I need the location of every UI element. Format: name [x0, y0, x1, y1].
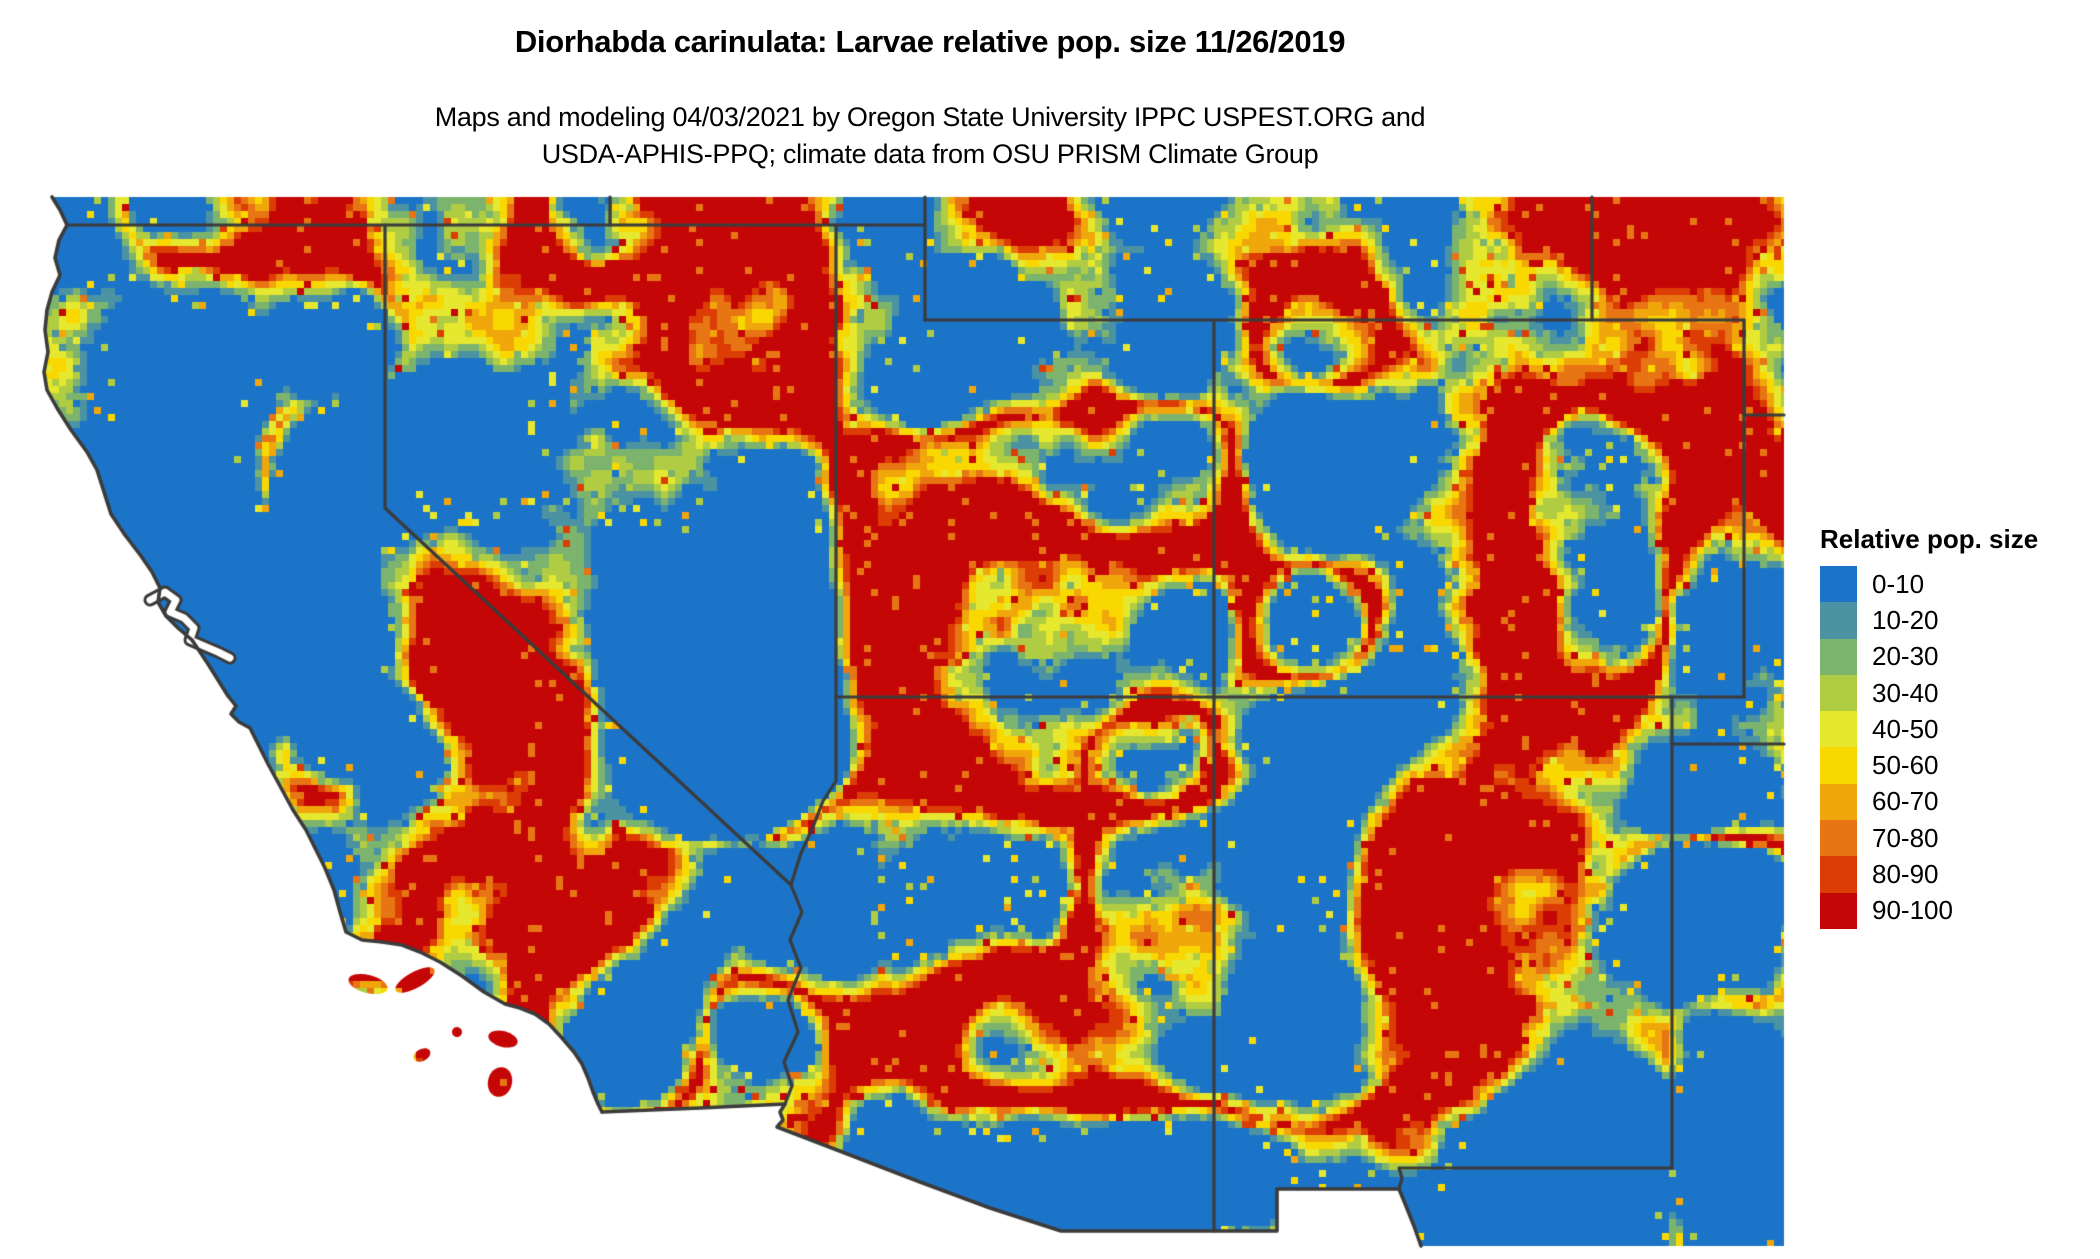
- legend-label: 0-10: [1872, 568, 1925, 599]
- legend-label: 70-80: [1872, 822, 1939, 853]
- legend-item: 90-100: [1820, 892, 2038, 929]
- legend-item: 20-30: [1820, 638, 2038, 675]
- legend-swatch: [1820, 783, 1857, 821]
- legend-item: 10-20: [1820, 602, 2038, 639]
- legend-swatch: [1820, 856, 1857, 893]
- legend: Relative pop. size 0-10 10-20 20-30 30-40 40…: [1820, 524, 2038, 929]
- page-title: Diorhabda carinulata: Larvae relative po…: [514, 24, 1346, 59]
- legend-swatch: [1820, 674, 1857, 712]
- legend-item: 80-90: [1820, 856, 2038, 893]
- legend-swatch: [1820, 892, 1857, 929]
- legend-label: 40-50: [1872, 713, 1939, 744]
- legend-label: 20-30: [1872, 641, 1939, 672]
- legend-item: 0-10: [1820, 566, 2038, 603]
- legend-item: 70-80: [1820, 820, 2038, 857]
- legend-item: 40-50: [1820, 711, 2038, 748]
- legend-label: 10-20: [1872, 604, 1939, 635]
- subtitle-line-2: USDA-APHIS-PPQ; climate data from OSU PR…: [541, 139, 1319, 169]
- legend-item: 60-70: [1820, 783, 2038, 821]
- legend-label: 90-100: [1872, 895, 1953, 926]
- page-subtitle: Maps and modeling 04/03/2021 by Oregon S…: [0, 99, 1860, 173]
- legend-label: 30-40: [1872, 677, 1939, 708]
- legend-swatch: [1820, 747, 1857, 784]
- legend-item: 30-40: [1820, 674, 2038, 712]
- legend-item: 50-60: [1820, 747, 2038, 784]
- legend-label: 50-60: [1872, 750, 1939, 781]
- legend-swatch: [1820, 602, 1857, 639]
- legend-swatch: [1820, 820, 1857, 857]
- legend-swatch: [1820, 711, 1857, 748]
- legend-swatch: [1820, 638, 1857, 675]
- legend-label: 80-90: [1872, 859, 1939, 890]
- legend-label: 60-70: [1872, 786, 1939, 817]
- legend-title: Relative pop. size: [1820, 524, 2039, 554]
- subtitle-line-1: Maps and modeling 04/03/2021 by Oregon S…: [434, 102, 1426, 132]
- legend-swatch: [1820, 566, 1857, 603]
- legend-items: 0-10 10-20 20-30 30-40 40-50 50-60 60-70 70-80 8…: [1820, 566, 2038, 929]
